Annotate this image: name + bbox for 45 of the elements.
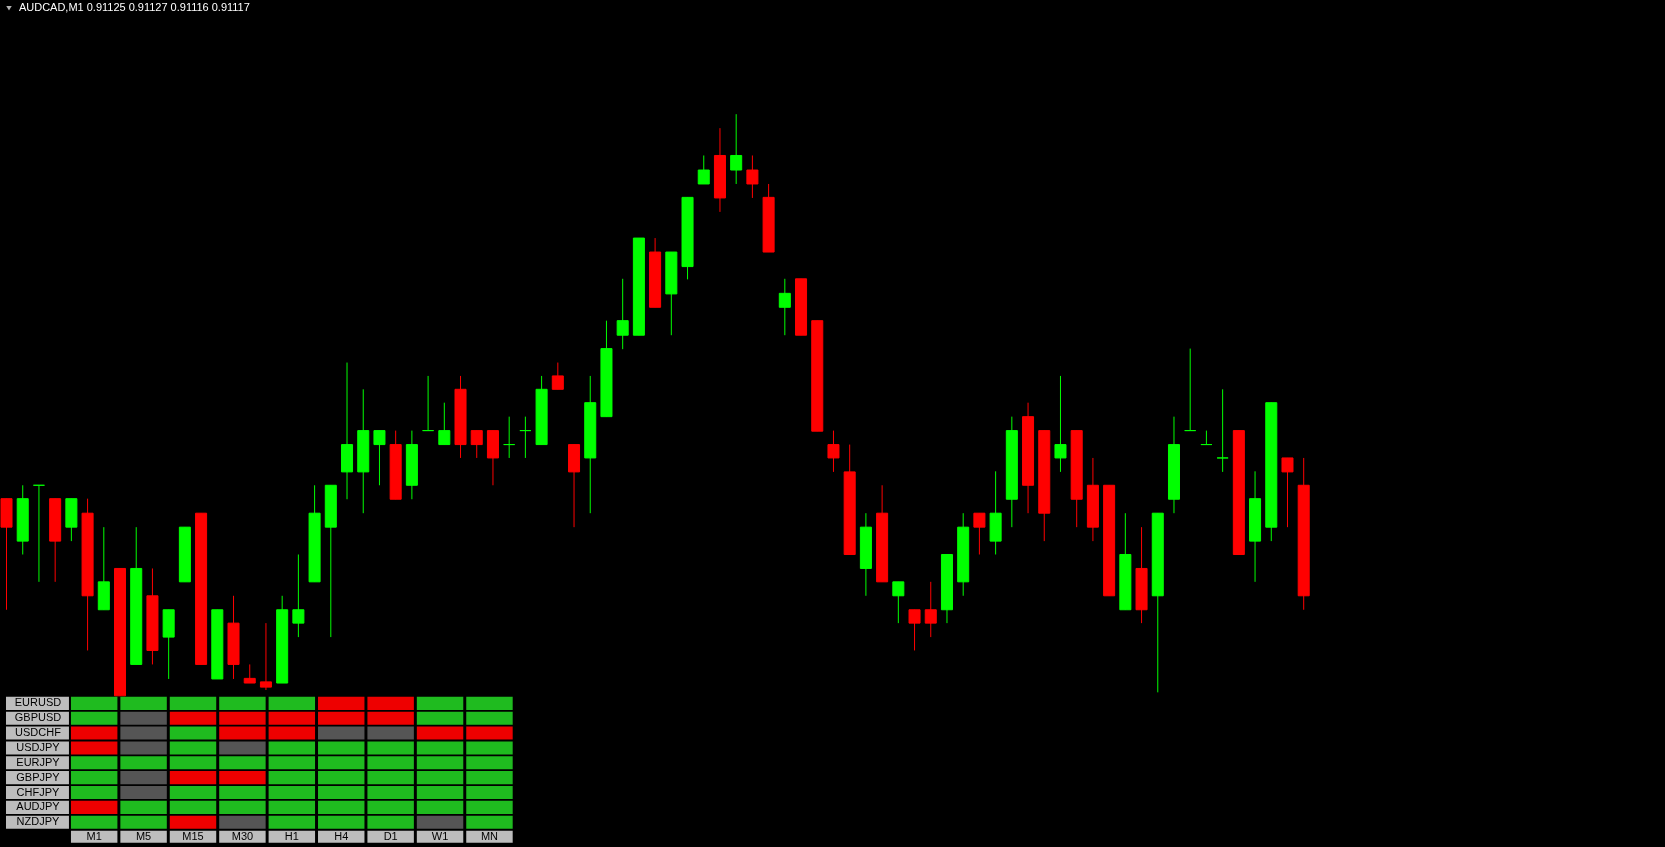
candlestick (1054, 375, 1067, 473)
candlestick (908, 609, 921, 651)
candlestick (746, 154, 759, 199)
category-label: M5 (135, 829, 152, 842)
category-label: GBPUSD (14, 711, 62, 724)
chart-title: AUDCAD,M1 0.91125 0.91127 0.91116 0.91117 (18, 1, 250, 14)
category-label: USDCHF (15, 726, 61, 739)
candlestick (503, 416, 516, 459)
candlestick (616, 278, 629, 350)
category-label: EURUSD (14, 696, 62, 709)
candlestick (1281, 457, 1294, 528)
candlestick (973, 512, 986, 555)
candlestick (292, 554, 305, 638)
candlestick (438, 402, 451, 446)
candlestick (259, 622, 272, 691)
candlestick (422, 375, 435, 432)
candlestick (32, 484, 45, 583)
candlestick (730, 113, 743, 185)
category-label: GBPJPY (16, 770, 60, 783)
candlestick (892, 581, 905, 624)
candlestick (373, 430, 386, 486)
candlestick (697, 154, 710, 185)
category-label: M15 (182, 829, 204, 842)
candlestick (551, 362, 564, 390)
candlestick (519, 416, 532, 459)
candlestick (243, 663, 256, 684)
category-label: CHFJPY (16, 785, 60, 798)
category-label: USDJPY (16, 740, 60, 753)
category-label: M30 (231, 829, 254, 842)
category-label: H4 (334, 829, 349, 842)
category-label: W1 (431, 829, 449, 842)
candlestick (827, 430, 840, 473)
category-label: M1 (86, 829, 102, 842)
category-label: H1 (284, 829, 299, 842)
category-label: D1 (383, 829, 398, 842)
candlestick (924, 581, 937, 638)
candlestick (1184, 348, 1197, 432)
category-label: AUDJPY (16, 800, 60, 813)
category-label: EURJPY (16, 755, 60, 768)
candlestick (778, 278, 791, 336)
candlestick (1216, 388, 1229, 473)
category-label: MN (480, 829, 499, 842)
candlestick (1200, 430, 1213, 446)
category-label: NZDJPY (16, 815, 60, 828)
candlestick (470, 430, 483, 459)
